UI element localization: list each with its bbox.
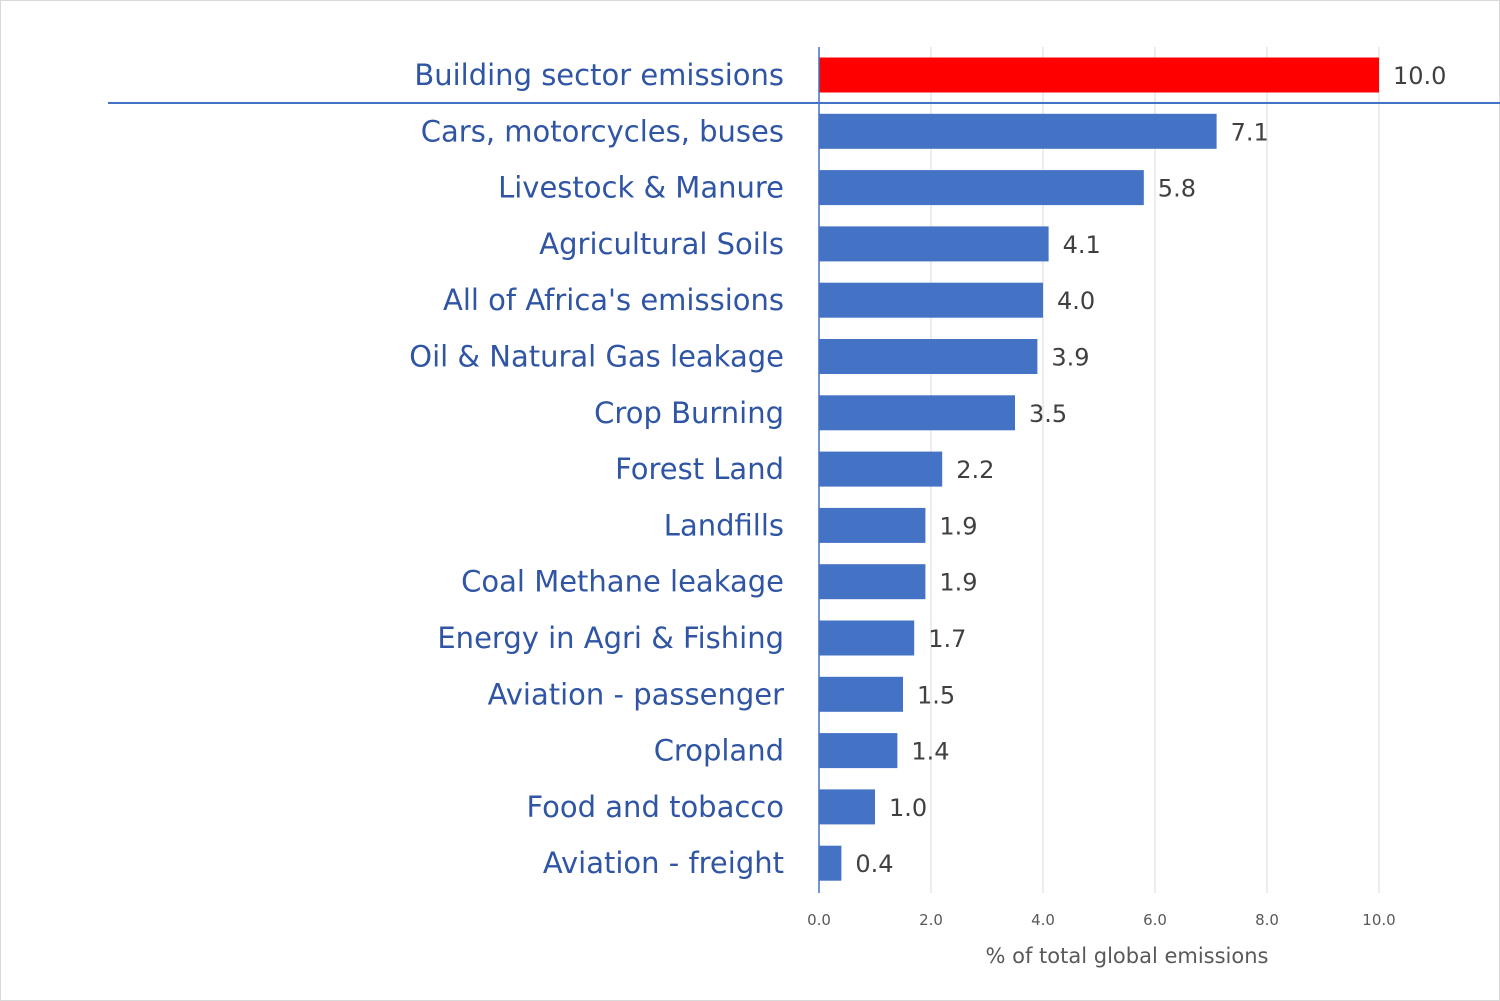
category-label: Agricultural Soils xyxy=(539,227,784,261)
bar xyxy=(819,789,875,825)
bar xyxy=(819,170,1144,206)
value-label: 1.4 xyxy=(911,738,949,766)
category-label: Energy in Agri & Fishing xyxy=(437,621,784,655)
x-tick-label: 4.0 xyxy=(1031,911,1055,929)
value-label: 5.8 xyxy=(1158,175,1196,203)
category-label: All of Africa's emissions xyxy=(443,283,784,317)
value-label: 2.2 xyxy=(956,456,994,484)
x-axis-title: % of total global emissions xyxy=(986,944,1269,968)
bar xyxy=(819,451,943,487)
bar xyxy=(819,564,926,600)
value-label: 1.5 xyxy=(917,681,955,709)
category-label: Cars, motorcycles, buses xyxy=(421,114,784,148)
x-tick-label: 2.0 xyxy=(919,911,943,929)
value-label: 3.5 xyxy=(1029,400,1067,428)
value-label: 1.7 xyxy=(928,625,966,653)
bar xyxy=(819,339,1038,374)
category-label: Landfills xyxy=(664,508,784,542)
x-tick-label: 0.0 xyxy=(807,911,831,929)
bar xyxy=(819,395,1015,431)
category-label: Aviation - passenger xyxy=(488,677,784,711)
value-label: 10.0 xyxy=(1393,62,1446,90)
bar xyxy=(819,507,926,543)
bar xyxy=(819,226,1049,262)
category-label: Food and tobacco xyxy=(527,790,784,824)
value-label: 3.9 xyxy=(1051,344,1089,372)
category-labels: Building sector emissions Cars, motorcycl… xyxy=(409,58,784,880)
x-axis-ticks: 0.0 2.0 4.0 6.0 8.0 10.0 xyxy=(807,911,1396,929)
bar xyxy=(819,620,915,656)
bar-highlight xyxy=(819,57,1379,93)
category-label: Coal Methane leakage xyxy=(461,565,784,599)
bars xyxy=(819,57,1379,881)
category-label: Crop Burning xyxy=(594,396,784,430)
bar xyxy=(819,845,842,881)
category-label: Cropland xyxy=(654,734,784,768)
bar xyxy=(819,113,1217,149)
value-labels: 10.0 7.1 5.8 4.1 4.0 3.9 3.5 2.2 1.9 1.9 1.7 1.5 1.4… xyxy=(855,62,1446,878)
value-label: 4.0 xyxy=(1057,287,1095,315)
bar xyxy=(819,676,903,712)
x-tick-label: 8.0 xyxy=(1255,911,1279,929)
x-tick-label: 10.0 xyxy=(1362,911,1395,929)
value-label: 1.9 xyxy=(939,569,977,597)
category-label: Livestock & Manure xyxy=(498,171,784,205)
category-label: Forest Land xyxy=(615,452,784,486)
value-label: 1.0 xyxy=(889,794,927,822)
bar xyxy=(819,733,898,769)
bar xyxy=(819,282,1043,318)
category-label: Building sector emissions xyxy=(414,58,784,92)
value-label: 0.4 xyxy=(855,850,893,878)
x-tick-label: 6.0 xyxy=(1143,911,1167,929)
value-label: 7.1 xyxy=(1231,118,1269,146)
value-label: 4.1 xyxy=(1063,231,1101,259)
category-label: Aviation - freight xyxy=(543,846,784,880)
value-label: 1.9 xyxy=(939,512,977,540)
category-label: Oil & Natural Gas leakage xyxy=(409,340,784,374)
